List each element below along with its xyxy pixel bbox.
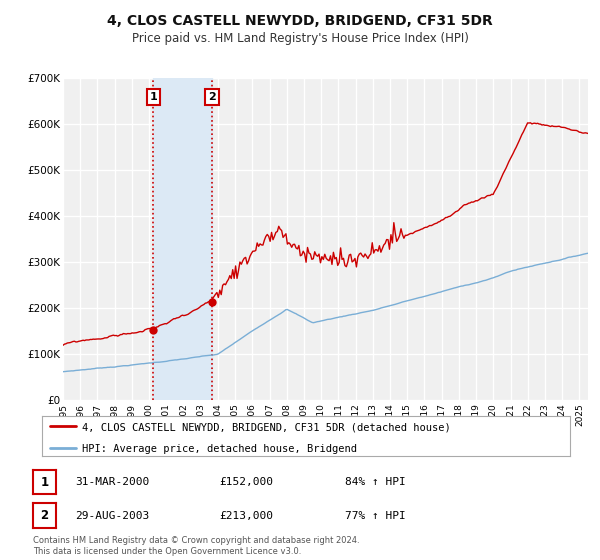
Text: Price paid vs. HM Land Registry's House Price Index (HPI): Price paid vs. HM Land Registry's House … <box>131 32 469 45</box>
Text: 77% ↑ HPI: 77% ↑ HPI <box>345 511 406 521</box>
Text: 29-AUG-2003: 29-AUG-2003 <box>75 511 149 521</box>
Text: 4, CLOS CASTELL NEWYDD, BRIDGEND, CF31 5DR (detached house): 4, CLOS CASTELL NEWYDD, BRIDGEND, CF31 5… <box>82 422 451 432</box>
Text: This data is licensed under the Open Government Licence v3.0.: This data is licensed under the Open Gov… <box>33 547 301 556</box>
Text: 2: 2 <box>208 92 216 102</box>
Text: 4, CLOS CASTELL NEWYDD, BRIDGEND, CF31 5DR: 4, CLOS CASTELL NEWYDD, BRIDGEND, CF31 5… <box>107 14 493 28</box>
Text: 1: 1 <box>40 475 49 489</box>
Text: £213,000: £213,000 <box>219 511 273 521</box>
Text: Contains HM Land Registry data © Crown copyright and database right 2024.: Contains HM Land Registry data © Crown c… <box>33 536 359 545</box>
Text: 31-MAR-2000: 31-MAR-2000 <box>75 477 149 487</box>
Text: £152,000: £152,000 <box>219 477 273 487</box>
Text: HPI: Average price, detached house, Bridgend: HPI: Average price, detached house, Brid… <box>82 444 356 454</box>
Text: 1: 1 <box>149 92 157 102</box>
Text: 2: 2 <box>40 509 49 522</box>
Text: 84% ↑ HPI: 84% ↑ HPI <box>345 477 406 487</box>
Bar <box>154 78 212 400</box>
